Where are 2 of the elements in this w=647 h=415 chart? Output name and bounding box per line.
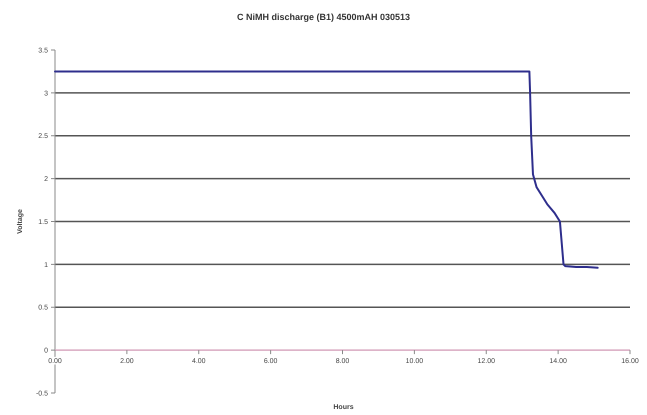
chart-title: C NiMH discharge (B1) 4500mAH 030513 — [236, 12, 410, 22]
line-series — [54, 70, 599, 269]
